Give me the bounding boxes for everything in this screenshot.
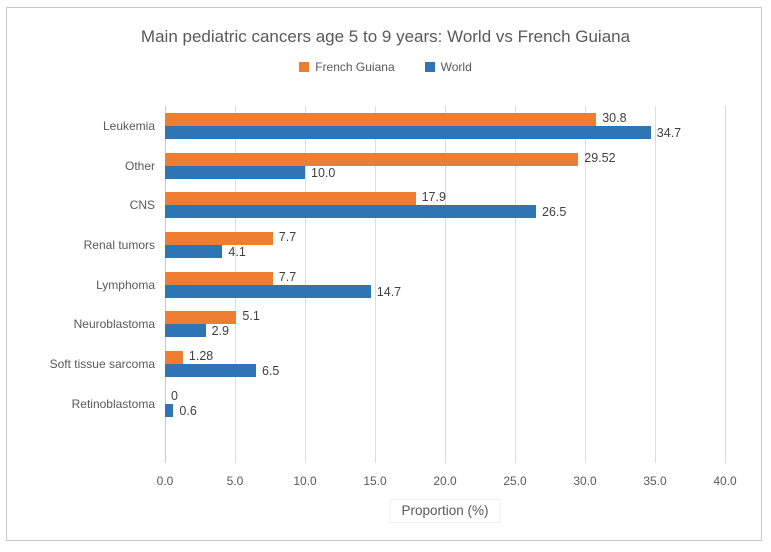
x-tick-label: 30.0 xyxy=(573,474,597,488)
x-tick-label: 40.0 xyxy=(713,474,737,488)
bar-french-guiana xyxy=(165,231,273,245)
category-label: Renal tumors xyxy=(83,237,155,252)
data-label: 14.7 xyxy=(376,284,402,299)
data-label: 0 xyxy=(171,388,178,403)
x-tick-label: 35.0 xyxy=(643,474,667,488)
data-label: 1.28 xyxy=(188,349,214,364)
category-label: CNS xyxy=(129,198,155,213)
x-tick-label: 0.0 xyxy=(156,474,174,488)
x-axis-title: Proportion (%) xyxy=(389,499,501,523)
bar-french-guiana xyxy=(165,311,237,325)
bar-world xyxy=(165,364,256,378)
bar-world xyxy=(165,165,305,179)
category-label: Other xyxy=(124,158,155,173)
data-label: 17.9 xyxy=(421,190,446,205)
category-label: Soft tissue sarcoma xyxy=(49,357,155,372)
chart-title: Main pediatric cancers age 5 to 9 years:… xyxy=(140,27,631,46)
data-label: 29.52 xyxy=(584,150,616,165)
plot-area: 30.8 34.7 29.52 10.0 17.9 26.5 7.7 4.1 7.7 14.7 5.… xyxy=(165,106,726,463)
category-label: Neuroblastoma xyxy=(73,317,155,332)
bar-world xyxy=(165,205,536,219)
bar-french-guiana xyxy=(165,112,597,126)
gridline xyxy=(445,106,446,463)
bar-world xyxy=(165,125,651,139)
data-label: 7.7 xyxy=(278,229,297,244)
bar-french-guiana xyxy=(165,351,183,365)
data-label: 5.1 xyxy=(242,309,260,324)
x-tick-label: 25.0 xyxy=(503,474,527,488)
data-label: 0.6 xyxy=(179,403,197,418)
bar-french-guiana xyxy=(165,271,273,285)
legend-item-french-guiana: French Guiana xyxy=(299,60,395,74)
x-tick-label: 10.0 xyxy=(293,474,317,488)
category-label: Lymphoma xyxy=(96,277,155,292)
gridline xyxy=(375,106,376,463)
x-tick-label: 5.0 xyxy=(226,474,244,488)
data-label: 2.9 xyxy=(211,324,229,339)
data-label: 4.1 xyxy=(228,244,246,259)
data-label: 26.5 xyxy=(542,205,567,220)
x-tick-label: 20.0 xyxy=(433,474,457,488)
data-label: 6.5 xyxy=(262,364,280,379)
legend-swatch-french-guiana-icon xyxy=(299,62,310,72)
gridline xyxy=(585,106,586,463)
category-label: Retinoblastoma xyxy=(71,396,155,411)
bar-world xyxy=(165,324,206,338)
gridline xyxy=(305,106,306,463)
gridline xyxy=(655,106,656,463)
gridline xyxy=(725,106,726,463)
legend: French Guiana World xyxy=(0,60,771,74)
legend-swatch-world-icon xyxy=(424,62,435,72)
legend-item-world: World xyxy=(424,60,472,74)
data-label: 34.7 xyxy=(656,125,682,140)
bar-world xyxy=(165,284,371,298)
chart-frame xyxy=(6,7,762,541)
data-label: 30.8 xyxy=(602,110,627,125)
bar-world xyxy=(165,403,174,417)
data-label: 7.7 xyxy=(278,269,297,284)
x-tick-label: 15.0 xyxy=(363,474,387,488)
legend-label-world: World xyxy=(440,60,472,74)
bar-french-guiana xyxy=(165,192,416,206)
data-label: 10.0 xyxy=(311,165,336,180)
bar-french-guiana xyxy=(165,152,579,166)
bar-world xyxy=(165,244,223,258)
gridline xyxy=(515,106,516,463)
legend-label-french-guiana: French Guiana xyxy=(315,60,395,74)
category-label: Leukemia xyxy=(102,118,155,133)
